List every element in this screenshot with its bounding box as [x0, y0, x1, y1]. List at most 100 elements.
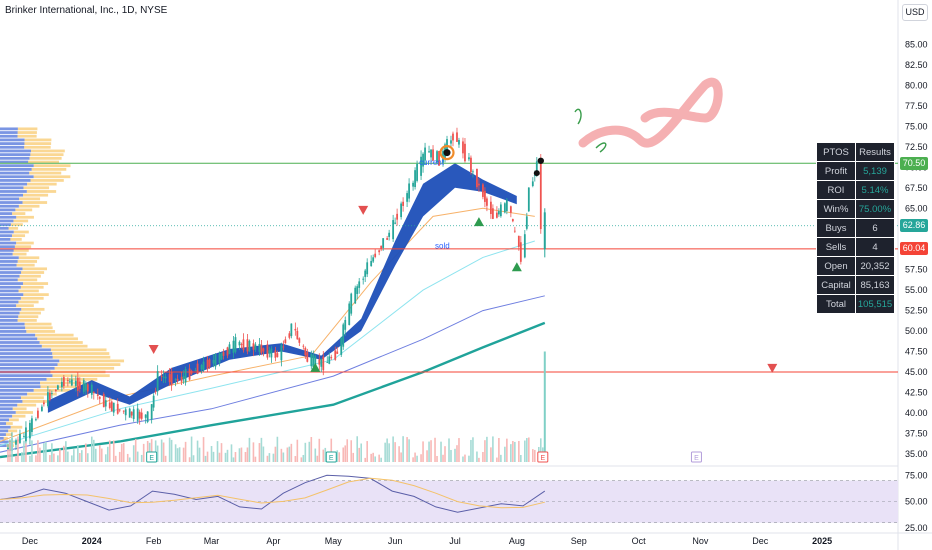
volume-bar — [504, 446, 506, 462]
volume-bar — [122, 443, 125, 462]
volume-bar — [470, 439, 472, 462]
candle — [486, 198, 488, 206]
candle — [490, 201, 492, 214]
candle — [31, 418, 33, 432]
candle — [396, 213, 399, 220]
volume-bar — [92, 439, 95, 462]
volume-bar — [366, 441, 368, 462]
buy-signal-marker — [473, 217, 484, 227]
volume-profile-bar — [8, 418, 19, 422]
candle — [124, 409, 127, 416]
volume-bar — [182, 447, 185, 462]
candle — [116, 403, 119, 414]
volume-profile-bar — [0, 186, 24, 190]
volume-bars — [7, 436, 544, 462]
row-value: 4 — [855, 237, 895, 257]
candle — [298, 338, 301, 343]
volume-bar — [120, 443, 123, 462]
candle — [102, 394, 105, 408]
volume-bar — [356, 436, 359, 462]
volume-profile-bar — [52, 352, 110, 355]
drawing-squiggle — [578, 77, 723, 148]
candle — [482, 184, 484, 197]
x-tick-label: Jul — [449, 536, 461, 546]
sell-signal-marker — [148, 345, 159, 355]
candle — [66, 380, 69, 382]
volume-profile-bar — [0, 160, 29, 164]
volume-bar — [77, 444, 79, 462]
price-axis-label: 70.50 — [900, 156, 928, 170]
volume-profile-bar — [20, 285, 44, 289]
candle — [37, 410, 39, 418]
candle — [412, 182, 414, 187]
candle — [248, 340, 251, 352]
volume-profile-bar — [0, 411, 16, 414]
volume-profile-bar — [0, 444, 7, 448]
candle — [462, 141, 464, 154]
volume-bar — [216, 441, 219, 462]
volume-bar — [114, 455, 117, 462]
volume-profile-bar — [0, 190, 27, 193]
volume-bar — [49, 455, 51, 462]
volume-bar — [154, 440, 157, 462]
volume-profile-bar — [0, 289, 19, 293]
volume-profile-bar — [59, 359, 125, 363]
x-tick-label: Dec — [752, 536, 769, 546]
candle — [136, 408, 139, 421]
candle — [41, 406, 43, 411]
volume-bar — [416, 455, 418, 462]
volume-profile-bar — [0, 271, 22, 274]
volume-bar — [240, 447, 243, 462]
candle — [182, 375, 185, 380]
volume-profile-bar — [50, 348, 107, 352]
volume-bar — [534, 449, 536, 462]
results-row-profit: Profit 5,139 — [816, 161, 895, 181]
candle — [497, 211, 500, 215]
candle — [268, 350, 271, 354]
volume-bar — [524, 440, 526, 462]
candle — [282, 346, 285, 348]
volume-profile-bar — [24, 145, 51, 149]
volume-bar — [51, 443, 53, 462]
volume-bar — [29, 455, 31, 462]
volume-bar — [53, 453, 55, 462]
volume-profile-bar — [0, 241, 17, 245]
volume-profile-bar — [0, 422, 7, 425]
volume-profile-bar — [35, 333, 74, 337]
volume-profile-bar — [0, 433, 6, 436]
volume-bar — [426, 450, 428, 462]
volume-profile-bar — [26, 190, 57, 193]
earnings-marker-label: E — [540, 455, 545, 462]
volume-bar — [374, 456, 376, 462]
volume-bar — [170, 439, 173, 462]
ema-fast-line — [0, 207, 535, 442]
volume-profile-bar — [0, 304, 17, 308]
candle — [358, 281, 361, 288]
candle — [402, 201, 405, 206]
candle — [503, 203, 506, 213]
volume-bar — [266, 455, 269, 462]
volume-bar — [192, 455, 195, 462]
row-value: 20,352 — [855, 256, 895, 276]
row-label: Capital — [816, 275, 856, 295]
x-tick-label: Nov — [692, 536, 709, 546]
volume-bar — [394, 442, 396, 462]
candle — [290, 323, 293, 337]
sell-signal-marker — [358, 205, 369, 215]
candle — [382, 238, 385, 248]
y-tick-label: 50.00 — [905, 326, 928, 336]
currency-button[interactable]: USD — [902, 4, 928, 21]
volume-profile-bar — [12, 414, 26, 418]
volume-profile-bar — [0, 212, 13, 215]
volume-profile-bar — [18, 289, 39, 293]
volume-bar — [212, 451, 215, 462]
row-value: 105,515 — [855, 294, 895, 314]
volume-bar — [238, 448, 241, 462]
volume-bar — [252, 442, 255, 462]
volume-bar — [43, 443, 45, 462]
volume-bar — [150, 439, 153, 462]
volume-profile-bar — [18, 204, 40, 208]
x-tick-label: 2024 — [82, 536, 102, 546]
volume-bar — [296, 439, 299, 462]
